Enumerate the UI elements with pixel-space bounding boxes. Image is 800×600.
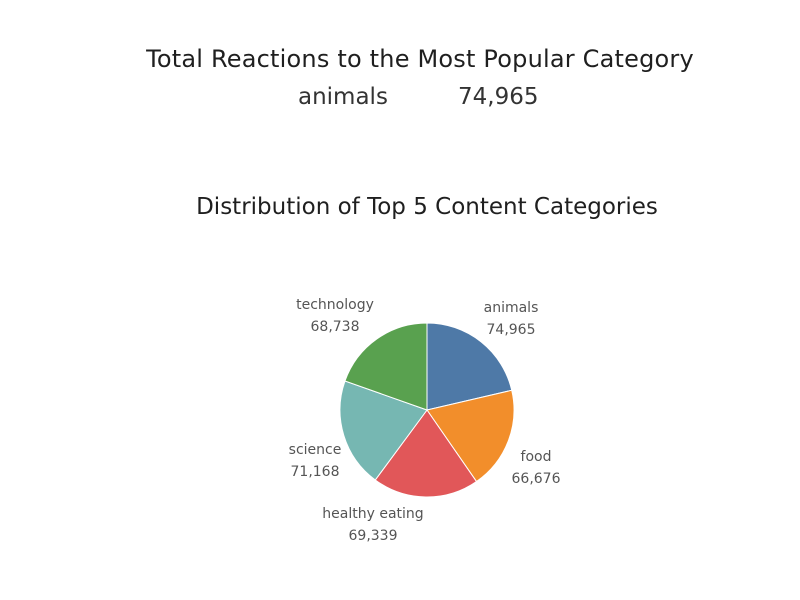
chart-title: Distribution of Top 5 Content Categories <box>196 194 658 220</box>
slice-value-technology: 68,738 <box>311 319 360 335</box>
pie-slice-healthy-eating[interactable] <box>374 409 478 498</box>
slice-label-food: food <box>521 449 552 465</box>
slice-label-science: science <box>289 442 342 458</box>
slice-value-healthy-eating: 69,339 <box>349 528 398 544</box>
slice-value-animals: 74,965 <box>487 322 536 338</box>
pie-slice-technology[interactable] <box>344 322 428 411</box>
slice-label-animals: animals <box>484 300 539 316</box>
kpi-title: Total Reactions to the Most Popular Cate… <box>146 45 694 73</box>
kpi-value: 74,965 <box>458 84 539 110</box>
pie-slice-animals[interactable] <box>426 322 513 411</box>
kpi-category: animals <box>298 84 388 110</box>
slice-value-science: 71,168 <box>291 464 340 480</box>
slice-label-healthy-eating: healthy eating <box>322 506 423 522</box>
kpi-row: animals 74,965 <box>0 84 800 116</box>
pie-slice-food[interactable] <box>426 389 515 483</box>
slice-value-food: 66,676 <box>512 471 561 487</box>
slice-label-technology: technology <box>296 297 374 313</box>
pie-slice-science[interactable] <box>339 380 428 481</box>
